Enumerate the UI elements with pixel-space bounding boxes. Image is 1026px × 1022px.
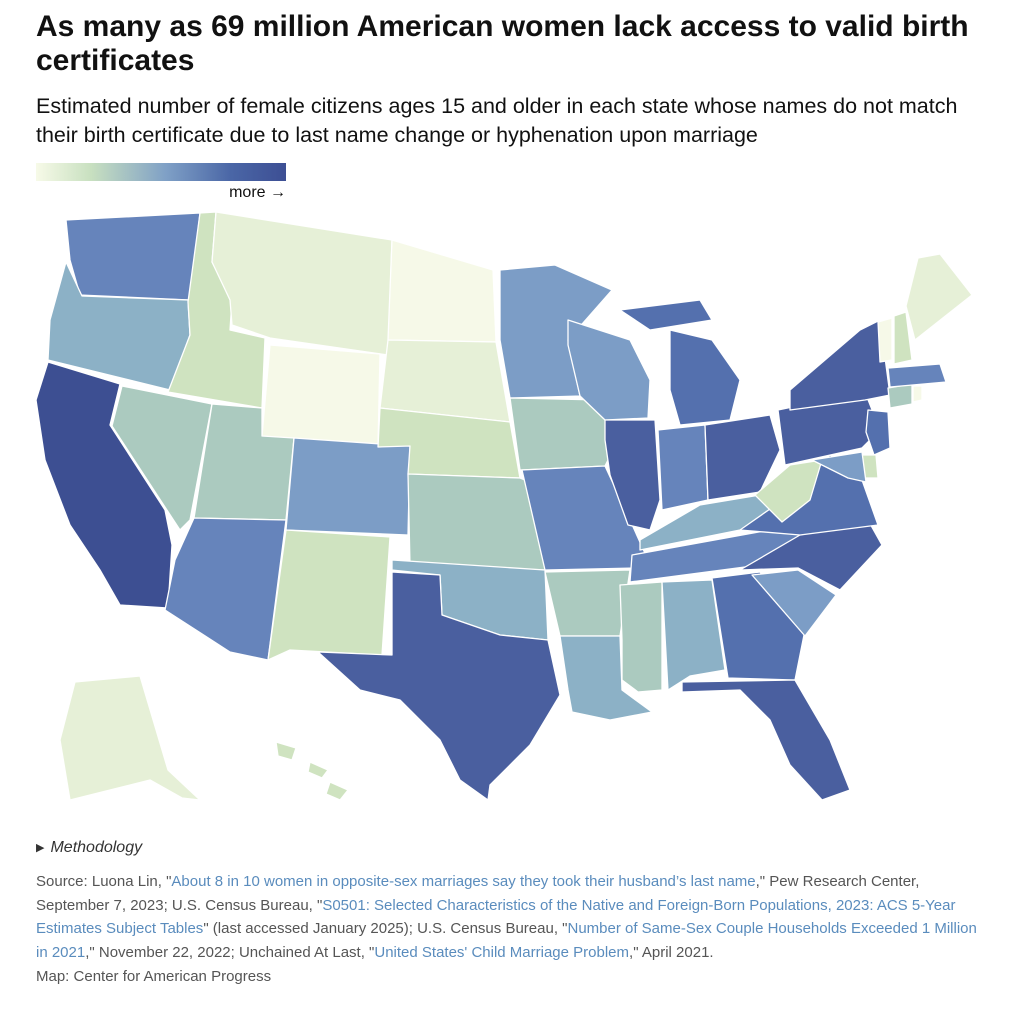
map-credit: Map: Center for American Progress — [36, 968, 272, 985]
state-maine — [905, 253, 973, 341]
state-washington — [65, 212, 201, 301]
state-mississippi — [619, 581, 663, 693]
state-rhode-island — [912, 385, 923, 403]
disclosure-triangle-icon: ▶ — [36, 842, 45, 854]
source-text: Source: Luona Lin, " — [36, 873, 172, 890]
state-vermont — [877, 317, 893, 363]
state-west-virginia — [754, 459, 823, 523]
state-california — [35, 361, 173, 609]
source-link-census-s0501[interactable]: S0501: Selected Characteristics of the N… — [36, 896, 956, 938]
state-massachusetts — [887, 363, 947, 388]
state-arkansas — [544, 569, 631, 637]
state-georgia — [711, 571, 806, 681]
source-text: ," April 2021. — [629, 943, 714, 961]
state-new-hampshire — [893, 311, 913, 365]
state-wyoming — [261, 344, 381, 448]
source-link-census-same-sex[interactable]: Number of Same-Sex Couple Households Exc… — [36, 920, 977, 961]
state-wisconsin — [567, 319, 651, 421]
state-alabama — [661, 579, 726, 691]
state-hawaii — [275, 741, 349, 801]
state-new-mexico — [267, 529, 391, 661]
state-illinois — [604, 419, 661, 531]
legend-gradient-bar — [36, 163, 286, 181]
source-note: Source: Luona Lin, "About 8 in 10 women … — [36, 870, 986, 964]
source-text: " (last accessed January 2025); U.S. Cen… — [203, 920, 568, 937]
state-alaska — [59, 675, 201, 801]
state-arizona — [164, 517, 287, 661]
state-ohio — [704, 414, 781, 501]
chart-subtitle: Estimated number of female citizens ages… — [36, 94, 958, 147]
state-maryland — [811, 451, 867, 483]
source-text: ," November 22, 2022; Unchained At Last,… — [85, 943, 375, 961]
us-states-map — [35, 211, 973, 801]
state-south-carolina — [751, 569, 837, 637]
state-texas — [317, 571, 561, 801]
color-legend: more → — [36, 163, 286, 203]
state-connecticut — [887, 383, 913, 409]
methodology-toggle[interactable]: ▶ Methodology — [36, 839, 142, 857]
state-louisiana — [559, 635, 653, 721]
state-nevada — [111, 385, 213, 531]
state-new-york — [789, 319, 891, 411]
source-text: ," Pew Research Center, September 7, 202… — [36, 873, 920, 914]
legend-more-label: more → — [229, 184, 286, 201]
state-north-dakota — [387, 239, 497, 343]
chart-title: As many as 69 million American women lac… — [36, 10, 969, 77]
state-indiana — [657, 424, 709, 511]
state-michigan — [619, 299, 741, 426]
source-link-pew[interactable]: About 8 in 10 women in opposite-sex marr… — [171, 873, 756, 890]
state-colorado — [285, 437, 411, 536]
source-link-unchained[interactable]: United States' Child Marriage Problem — [374, 943, 630, 961]
methodology-label: Methodology — [50, 839, 143, 856]
state-kansas — [407, 473, 546, 571]
state-new-jersey — [865, 409, 891, 456]
state-florida — [681, 679, 851, 801]
